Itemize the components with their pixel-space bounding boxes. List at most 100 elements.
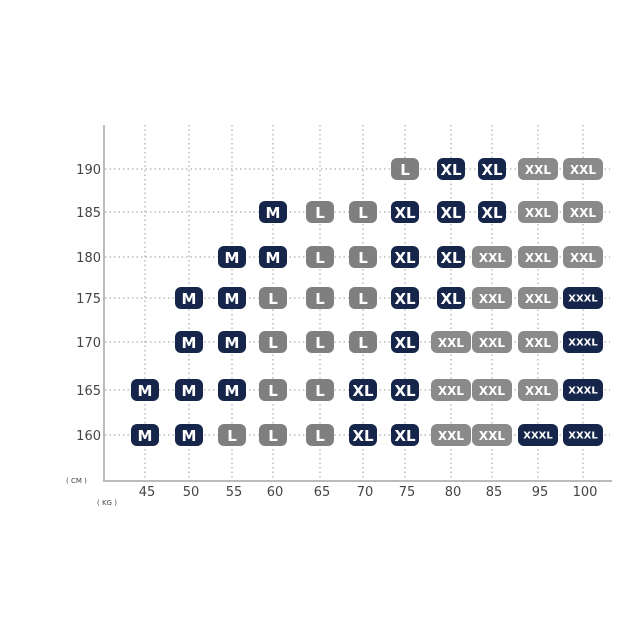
- size-badge-label: XL: [394, 290, 416, 308]
- size-badge-label: M: [182, 382, 197, 400]
- size-badge-xxl: [518, 287, 558, 309]
- size-badge-xxl: [431, 331, 471, 353]
- size-badge-l: [306, 246, 334, 268]
- size-badge-label: XL: [440, 249, 462, 267]
- size-badge-label: XL: [440, 204, 462, 222]
- size-badge-xxl: [518, 331, 558, 353]
- size-badge-xl: [437, 287, 465, 309]
- x-tick-label: 55: [226, 485, 243, 500]
- size-badge-xxl: [518, 246, 558, 268]
- size-badge-label: L: [315, 290, 325, 308]
- size-badge-label: XL: [440, 290, 462, 308]
- size-badge-label: XXL: [570, 251, 597, 265]
- y-tick-label: 175: [76, 292, 101, 307]
- size-badge-label: XXL: [525, 206, 552, 220]
- size-badge-label: XL: [394, 334, 416, 352]
- size-badge-label: XXL: [438, 384, 465, 398]
- size-badge-label: XXL: [525, 251, 552, 265]
- size-badge-label: XL: [394, 427, 416, 445]
- size-badge-label: L: [358, 204, 368, 222]
- size-badge-label: XXL: [479, 429, 506, 443]
- size-badge-l: [391, 158, 419, 180]
- size-badge-label: XXL: [570, 163, 597, 177]
- y-tick-label: 180: [76, 251, 101, 266]
- size-badge-label: XXL: [479, 251, 506, 265]
- size-badge-xxl: [563, 201, 603, 223]
- size-badge-xxxl: [563, 287, 603, 309]
- size-badge-l: [306, 424, 334, 446]
- size-badge-xl: [478, 201, 506, 223]
- size-badge-l: [306, 201, 334, 223]
- size-badge-xl: [391, 287, 419, 309]
- y-unit-label: ( CM ): [66, 477, 87, 485]
- size-badge-xxl: [472, 287, 512, 309]
- y-tick-label: 165: [76, 384, 101, 399]
- x-tick-label: 50: [183, 485, 200, 500]
- size-badge-xl: [391, 424, 419, 446]
- size-badge-l: [259, 287, 287, 309]
- size-badge-xxl: [431, 379, 471, 401]
- size-badge-l: [259, 424, 287, 446]
- size-badge-label: L: [315, 427, 325, 445]
- size-badge-m: [218, 331, 246, 353]
- size-badge-label: XL: [394, 382, 416, 400]
- size-badge-l: [259, 379, 287, 401]
- size-badge-xl: [391, 379, 419, 401]
- size-badge-xl: [437, 158, 465, 180]
- size-badge-xl: [478, 158, 506, 180]
- size-badge-l: [349, 331, 377, 353]
- size-badge-xxl: [472, 379, 512, 401]
- size-badge-m: [218, 287, 246, 309]
- size-badge-label: M: [266, 249, 281, 267]
- size-badge-label: M: [182, 427, 197, 445]
- size-badge-xxxl: [563, 424, 603, 446]
- size-badge-label: XXXL: [568, 294, 598, 305]
- x-tick-label: 95: [532, 485, 549, 500]
- size-badge-label: XXL: [525, 163, 552, 177]
- size-badge-label: XXL: [525, 384, 552, 398]
- size-badge-label: XL: [481, 204, 503, 222]
- size-badge-l: [306, 331, 334, 353]
- size-badge-l: [349, 287, 377, 309]
- size-badge-label: L: [400, 161, 410, 179]
- size-badge-l: [218, 424, 246, 446]
- size-badge-m: [175, 379, 203, 401]
- size-badge-label: XL: [394, 249, 416, 267]
- size-badge-xxl: [563, 246, 603, 268]
- size-badge-label: XXL: [525, 336, 552, 350]
- size-badge-label: L: [315, 204, 325, 222]
- size-badge-xxxl: [563, 331, 603, 353]
- size-badge-label: M: [182, 290, 197, 308]
- x-unit-label: ( KG ): [97, 499, 117, 507]
- size-badge-xxl: [518, 158, 558, 180]
- x-tick-label: 75: [399, 485, 416, 500]
- size-badge-label: XL: [352, 427, 374, 445]
- size-badge-label: L: [358, 290, 368, 308]
- size-badge-label: L: [268, 290, 278, 308]
- size-badge-label: XXL: [438, 336, 465, 350]
- size-badge-label: L: [268, 427, 278, 445]
- size-badge-label: L: [268, 382, 278, 400]
- size-badge-xxl: [472, 424, 512, 446]
- size-badge-label: XXXL: [523, 431, 553, 442]
- size-badge-label: L: [315, 382, 325, 400]
- x-tick-label: 80: [445, 485, 462, 500]
- size-badge-l: [259, 331, 287, 353]
- size-badge-label: XXXL: [568, 431, 598, 442]
- x-tick-label: 45: [139, 485, 156, 500]
- size-badge-xl: [349, 379, 377, 401]
- size-badge-label: XXL: [479, 336, 506, 350]
- size-badge-l: [349, 246, 377, 268]
- x-tick-label: 60: [267, 485, 284, 500]
- size-badge-label: M: [138, 427, 153, 445]
- size-badge-xl: [391, 201, 419, 223]
- size-badge-xxl: [518, 201, 558, 223]
- size-badge-m: [259, 246, 287, 268]
- size-badge-label: L: [268, 334, 278, 352]
- size-badge-m: [175, 287, 203, 309]
- size-badge-xl: [437, 246, 465, 268]
- size-badge-label: M: [225, 334, 240, 352]
- size-badge-label: L: [358, 334, 368, 352]
- size-badge-label: M: [138, 382, 153, 400]
- size-badge-label: M: [225, 382, 240, 400]
